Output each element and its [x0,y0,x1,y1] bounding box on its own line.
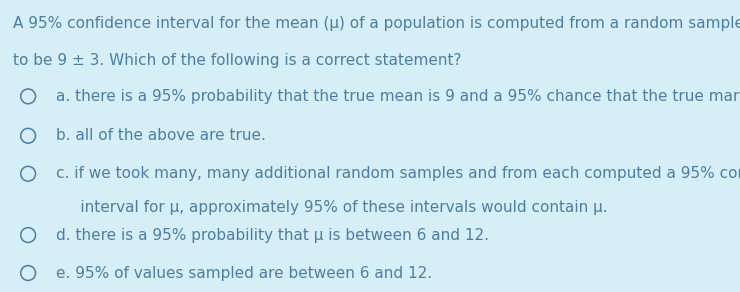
Text: a. there is a 95% probability that the true mean is 9 and a 95% chance that the : a. there is a 95% probability that the t… [56,89,740,104]
Text: A 95% confidence interval for the mean (μ) of a population is computed from a ra: A 95% confidence interval for the mean (… [13,16,740,31]
Text: c. if we took many, many additional random samples and from each computed a 95% : c. if we took many, many additional rand… [56,166,740,181]
Text: interval for μ, approximately 95% of these intervals would contain μ.: interval for μ, approximately 95% of the… [56,200,607,215]
Text: to be 9 ± 3. Which of the following is a correct statement?: to be 9 ± 3. Which of the following is a… [13,53,462,67]
Text: d. there is a 95% probability that μ is between 6 and 12.: d. there is a 95% probability that μ is … [56,228,488,243]
Text: b. all of the above are true.: b. all of the above are true. [56,128,266,143]
Text: e. 95% of values sampled are between 6 and 12.: e. 95% of values sampled are between 6 a… [56,266,431,281]
